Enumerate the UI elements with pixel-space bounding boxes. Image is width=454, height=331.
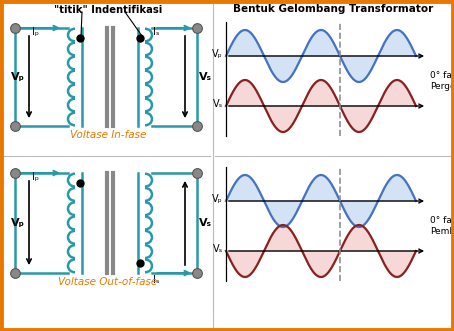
Text: Vₛ: Vₛ [213, 99, 223, 109]
Text: "titik" Indentifikasi: "titik" Indentifikasi [54, 5, 162, 15]
Text: Iₛ: Iₛ [153, 27, 159, 37]
Text: Voltase Out-of-fase: Voltase Out-of-fase [59, 277, 158, 287]
Text: Iₚ: Iₚ [32, 27, 39, 37]
Text: Voltase In-fase: Voltase In-fase [70, 130, 146, 140]
Text: Vₚ: Vₚ [212, 194, 223, 204]
Text: Vₚ: Vₚ [11, 72, 25, 82]
Text: Vₚ: Vₚ [212, 49, 223, 59]
Text: 0° fase
Pembalikan: 0° fase Pembalikan [430, 216, 454, 236]
Text: Vₛ: Vₛ [199, 218, 212, 228]
Text: 0° fase
Pergeseran: 0° fase Pergeseran [430, 71, 454, 91]
Text: Vₛ: Vₛ [199, 72, 212, 82]
Text: Vₛ: Vₛ [213, 244, 223, 254]
Text: Iₛ: Iₛ [153, 275, 159, 285]
Text: Bentuk Gelombang Transformator: Bentuk Gelombang Transformator [233, 4, 433, 14]
Text: Vₚ: Vₚ [11, 218, 25, 228]
Text: Iₚ: Iₚ [32, 172, 39, 182]
